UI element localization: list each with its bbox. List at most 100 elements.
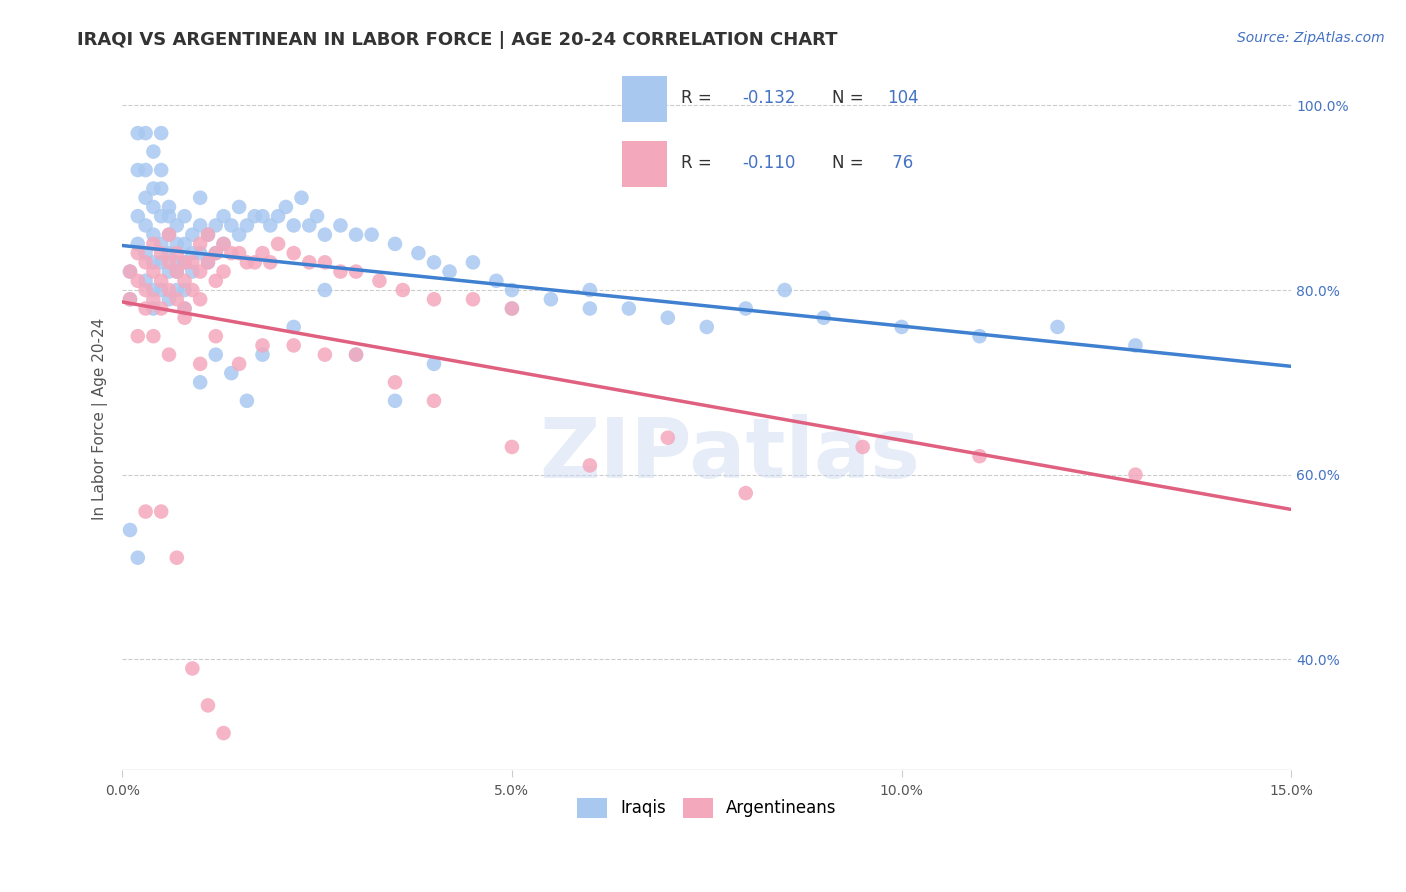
Legend: Iraqis, Argentineans: Iraqis, Argentineans	[571, 791, 844, 825]
Point	[314, 255, 336, 269]
Point	[127, 246, 149, 260]
Point	[485, 274, 508, 288]
Y-axis label: In Labor Force | Age 20-24: In Labor Force | Age 20-24	[93, 318, 108, 520]
Point	[142, 200, 165, 214]
Point	[228, 200, 250, 214]
Point	[657, 431, 679, 445]
Point	[773, 283, 796, 297]
Point	[439, 264, 461, 278]
Point	[188, 293, 211, 307]
Point	[204, 348, 226, 362]
Point	[173, 301, 195, 316]
Point	[423, 255, 446, 269]
Point	[283, 219, 305, 233]
Point	[501, 301, 523, 316]
Text: N =: N =	[832, 154, 869, 172]
Point	[135, 274, 157, 288]
Point	[135, 504, 157, 518]
Point	[212, 209, 235, 223]
Point	[157, 246, 180, 260]
Point	[135, 301, 157, 316]
Point	[127, 209, 149, 223]
Point	[127, 126, 149, 140]
Point	[212, 236, 235, 251]
FancyBboxPatch shape	[621, 77, 666, 122]
Point	[197, 698, 219, 713]
Point	[197, 255, 219, 269]
Point	[221, 219, 243, 233]
Point	[150, 236, 173, 251]
Point	[135, 126, 157, 140]
Point	[135, 255, 157, 269]
Text: ZIPatlas: ZIPatlas	[540, 414, 921, 495]
Point	[243, 209, 266, 223]
Point	[166, 255, 188, 269]
Point	[344, 264, 367, 278]
Point	[243, 255, 266, 269]
Point	[212, 726, 235, 740]
Point	[142, 264, 165, 278]
Point	[188, 264, 211, 278]
Point	[150, 181, 173, 195]
Point	[969, 329, 991, 343]
FancyBboxPatch shape	[621, 141, 666, 186]
Point	[852, 440, 875, 454]
Point	[290, 191, 312, 205]
Point	[157, 264, 180, 278]
Point	[188, 191, 211, 205]
Point	[283, 320, 305, 334]
Point	[127, 550, 149, 565]
Point	[150, 283, 173, 297]
Text: Source: ZipAtlas.com: Source: ZipAtlas.com	[1237, 31, 1385, 45]
Point	[150, 301, 173, 316]
Point	[181, 227, 204, 242]
Point	[298, 219, 321, 233]
Point	[142, 329, 165, 343]
Point	[150, 126, 173, 140]
Point	[188, 357, 211, 371]
Point	[283, 338, 305, 352]
Point	[166, 246, 188, 260]
Point	[135, 246, 157, 260]
Point	[166, 550, 188, 565]
Point	[127, 274, 149, 288]
Point	[166, 219, 188, 233]
Point	[173, 209, 195, 223]
Point	[204, 219, 226, 233]
Point	[157, 255, 180, 269]
Point	[197, 255, 219, 269]
Point	[142, 145, 165, 159]
Point	[157, 227, 180, 242]
Point	[423, 293, 446, 307]
Point	[181, 246, 204, 260]
Point	[142, 283, 165, 297]
Point	[969, 449, 991, 463]
Point	[173, 301, 195, 316]
Text: N =: N =	[832, 89, 869, 107]
Point	[1125, 338, 1147, 352]
Point	[384, 393, 406, 408]
Point	[314, 348, 336, 362]
Point	[252, 246, 274, 260]
Point	[188, 376, 211, 390]
Point	[157, 348, 180, 362]
Text: R =: R =	[681, 89, 717, 107]
Point	[501, 301, 523, 316]
Point	[423, 393, 446, 408]
Point	[344, 348, 367, 362]
Point	[298, 255, 321, 269]
Point	[142, 236, 165, 251]
Point	[135, 163, 157, 178]
Point	[461, 255, 484, 269]
Point	[181, 283, 204, 297]
Point	[150, 274, 173, 288]
Point	[221, 366, 243, 380]
Point	[204, 246, 226, 260]
Point	[307, 209, 329, 223]
Point	[118, 293, 141, 307]
Point	[228, 357, 250, 371]
Text: 104: 104	[887, 89, 918, 107]
Text: 76: 76	[887, 154, 914, 172]
Point	[157, 283, 180, 297]
Point	[142, 227, 165, 242]
